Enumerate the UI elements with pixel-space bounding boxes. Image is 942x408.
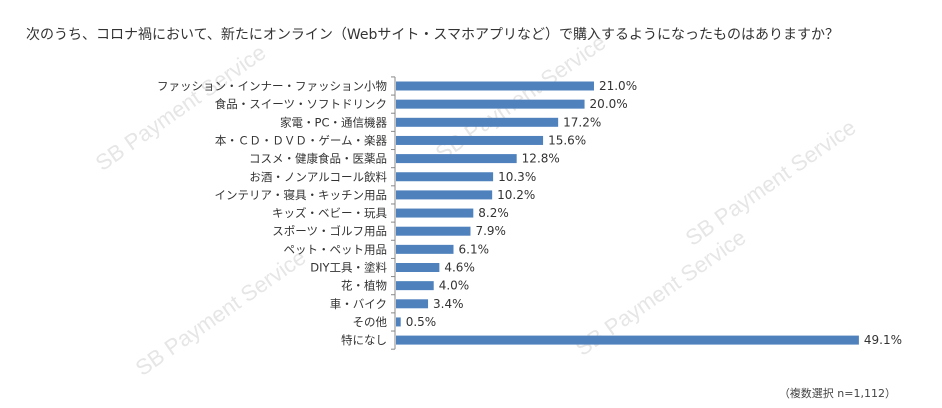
category-label: キッズ・ベビー・玩具 — [272, 206, 387, 220]
category-label: お酒・ノンアルコール飲料 — [249, 170, 387, 184]
bar — [396, 335, 859, 345]
bar — [396, 263, 440, 272]
data-label: 10.2% — [497, 188, 535, 202]
data-label: 3.4% — [433, 297, 464, 311]
data-label: 20.0% — [590, 97, 628, 111]
survey-question: 次のうち、コロナ禍において、新たにオンライン（Webサイト・スマホアプリなど）で… — [26, 27, 839, 43]
category-label: 本・ＣＤ・ＤＶＤ・ゲーム・楽器 — [215, 133, 388, 147]
bar — [396, 208, 474, 218]
category-label: その他 — [353, 315, 388, 329]
bar — [396, 99, 585, 109]
bar — [396, 226, 471, 236]
category-label: 食品・スイーツ・ソフトドリンク — [215, 97, 387, 111]
data-label: 17.2% — [563, 115, 601, 129]
category-label: 車・バイク — [330, 297, 387, 311]
bar — [396, 190, 493, 200]
category-label: スポーツ・ゴルフ用品 — [272, 224, 387, 238]
bar — [396, 81, 594, 91]
bar — [396, 317, 401, 327]
data-label: 15.6% — [548, 133, 586, 147]
category-label: DIY工具・塗料 — [310, 261, 387, 275]
bar — [396, 135, 544, 145]
data-label: 49.1% — [864, 333, 902, 347]
data-label: 10.3% — [498, 170, 536, 184]
data-label: 4.6% — [444, 261, 475, 275]
data-label: 12.8% — [522, 152, 560, 166]
category-label: インテリア・寝具・キッチン用品 — [215, 188, 388, 202]
bar — [396, 244, 454, 254]
category-label: 家電・PC・通信機器 — [280, 115, 387, 129]
data-label: 21.0% — [599, 79, 637, 93]
category-label: 花・植物 — [341, 279, 387, 293]
bar — [396, 281, 434, 291]
bar — [396, 299, 429, 309]
category-label: ファッション・インナー・ファッション小物 — [157, 79, 387, 93]
data-label: 0.5% — [406, 315, 437, 329]
footnote: （複数選択 n=1,112） — [778, 387, 896, 400]
data-label: 6.1% — [459, 242, 490, 256]
category-label: コスメ・健康食品・医薬品 — [249, 152, 387, 166]
data-label: 7.9% — [475, 224, 506, 238]
category-label: ペット・ペット用品 — [284, 242, 388, 256]
category-label: 特になし — [341, 333, 387, 347]
data-label: 8.2% — [478, 206, 509, 220]
data-label: 4.0% — [439, 279, 470, 293]
bar — [396, 172, 494, 182]
bar — [396, 117, 559, 127]
bar — [396, 154, 517, 164]
